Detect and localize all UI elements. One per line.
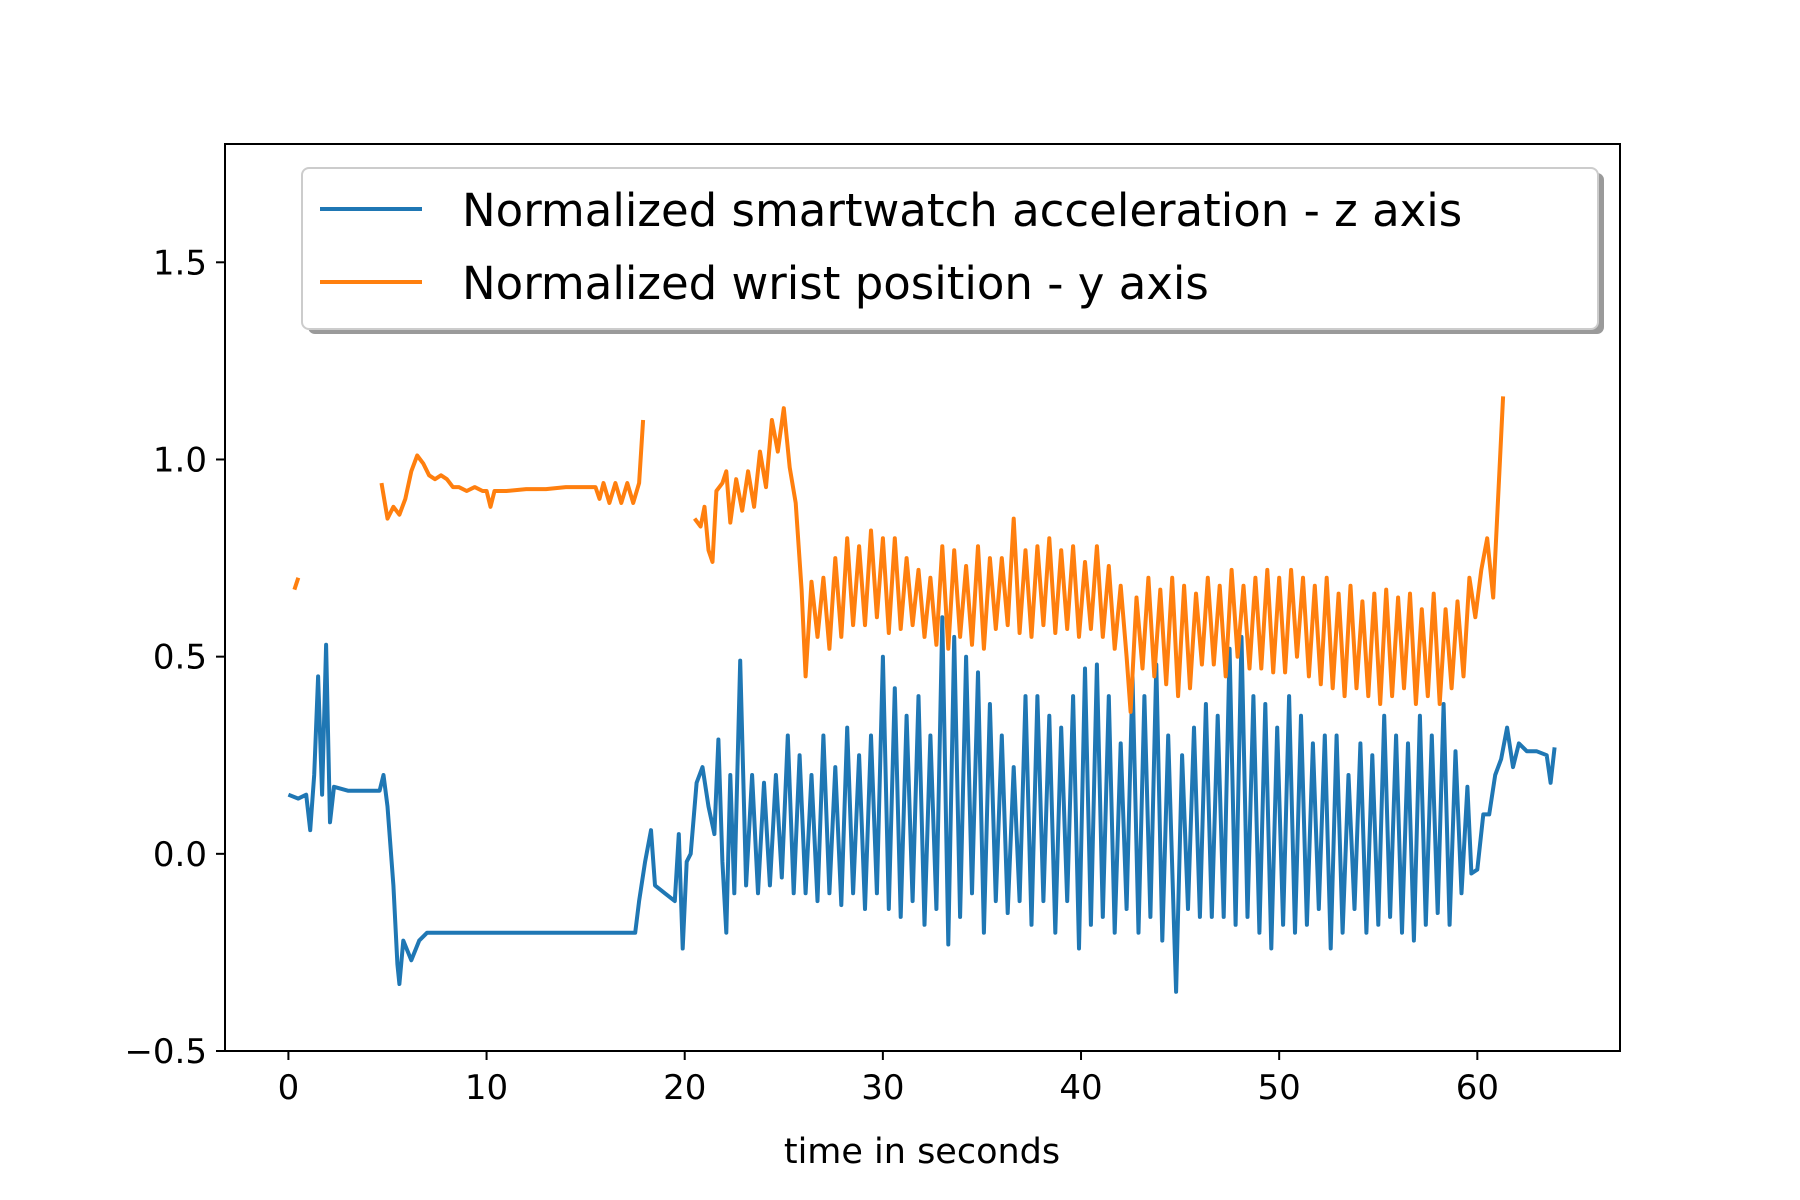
x-axis-label: time in seconds	[784, 1132, 1060, 1172]
x-tick-label: 0	[278, 1068, 300, 1108]
series-line-wrist-position-segment-3	[693, 396, 1506, 714]
legend: Normalized smartwatch acceleration - z a…	[301, 167, 1604, 334]
series-layer	[287, 396, 1557, 994]
x-tick-label: 30	[861, 1068, 904, 1108]
y-tick-label: −0.5	[124, 1032, 207, 1072]
plot-frame	[224, 143, 1621, 1052]
y-axis: −0.5 0.0 0.5 1.0 1.5	[124, 243, 225, 1072]
legend-box	[301, 167, 1599, 330]
x-axis: 0 10 20 30 40 50 60	[278, 1051, 1499, 1108]
legend-label-acceleration: Normalized smartwatch acceleration - z a…	[462, 184, 1462, 237]
series-line-wrist-position-segment-2	[379, 419, 646, 521]
x-tick-label: 40	[1059, 1068, 1102, 1108]
y-tick-label: 0.0	[153, 835, 207, 875]
x-tick-label: 60	[1456, 1068, 1499, 1108]
series-line-wrist-position-segment-1	[292, 577, 301, 591]
x-tick-label: 10	[465, 1068, 508, 1108]
y-tick-label: 1.5	[153, 243, 207, 283]
legend-label-wrist-position: Normalized wrist position - y axis	[462, 257, 1209, 310]
y-tick-label: 0.5	[153, 638, 207, 678]
x-tick-label: 20	[663, 1068, 706, 1108]
x-tick-label: 50	[1258, 1068, 1301, 1108]
y-tick-label: 1.0	[153, 440, 207, 480]
series-line-acceleration	[287, 615, 1557, 994]
